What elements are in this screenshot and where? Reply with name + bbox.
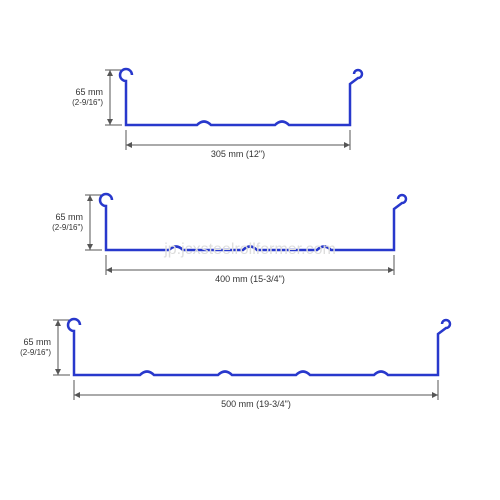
width-label-3: 500 mm (19-3/4") (221, 399, 291, 409)
profile-305mm: 65 mm (2-9/16") 305 mm (12") (72, 69, 362, 159)
profile-path-3 (68, 319, 450, 375)
width-label-1: 305 mm (12") (211, 149, 265, 159)
profile-400mm: 65 mm (2-9/16") 400 mm (15-3/4") (52, 194, 406, 284)
height-label-2-in: (2-9/16") (52, 223, 83, 232)
width-label-2: 400 mm (15-3/4") (215, 274, 285, 284)
height-label-1: 65 mm (75, 87, 103, 97)
height-label-3-in: (2-9/16") (20, 348, 51, 357)
height-label-3: 65 mm (23, 337, 51, 347)
profile-path-1 (120, 69, 362, 125)
profile-path-2 (100, 194, 406, 250)
profile-500mm: 65 mm (2-9/16") 500 mm (19-3/4") (20, 319, 450, 409)
profile-diagram: 65 mm (2-9/16") 305 mm (12") 65 mm (2-9/… (0, 0, 500, 500)
height-label-1-in: (2-9/16") (72, 98, 103, 107)
height-label-2: 65 mm (55, 212, 83, 222)
